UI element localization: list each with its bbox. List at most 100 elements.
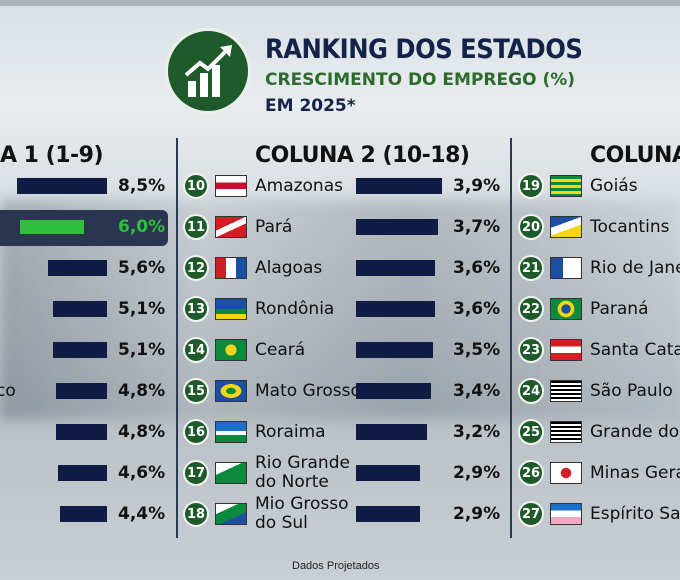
column-2: 10 Amazonas 3,9% 11 Pará 3,7% 12 Alagoas 3,6% 13 R… xyxy=(183,170,503,540)
state-name: Rio de Janei xyxy=(590,258,680,278)
table-row: 25 Grande do S xyxy=(518,416,680,448)
column-divider xyxy=(510,138,512,538)
state-name: Alagoas xyxy=(255,258,323,278)
bar-mark xyxy=(356,342,434,358)
column-divider xyxy=(176,138,178,538)
rank-badge: 12 xyxy=(183,255,209,281)
rondonia-flag-icon xyxy=(215,298,247,320)
state-name: Ceará xyxy=(255,340,306,360)
value-label: 4,8% xyxy=(118,422,166,442)
state-name: Amazonas xyxy=(255,176,343,196)
bar-mark xyxy=(356,465,420,481)
column-1-header: A 1 (1-9) xyxy=(0,143,104,168)
table-row: 16 Roraima 3,2% xyxy=(183,416,503,448)
table-row: 5,1% xyxy=(0,334,172,366)
bar-mark xyxy=(356,301,436,317)
state-name: Goiás xyxy=(590,176,638,196)
mato-grosso-do-sul-flag-icon xyxy=(215,503,247,525)
table-row: 5,1% xyxy=(0,293,172,325)
bar-mark xyxy=(356,219,438,235)
value-label: 3,5% xyxy=(453,340,501,360)
bar-mark xyxy=(356,178,442,194)
state-name: Minas Gerais xyxy=(590,463,680,483)
bar-mark xyxy=(17,178,107,194)
rank-badge: 22 xyxy=(518,296,544,322)
value-label: 6,0% xyxy=(118,217,166,237)
rank-badge: 16 xyxy=(183,419,209,445)
rio-grande-do-sul-flag-icon xyxy=(550,421,582,443)
bar-mark xyxy=(53,301,107,317)
rank-badge: 11 xyxy=(183,214,209,240)
value-label: 8,5% xyxy=(118,176,166,196)
page-title: RANKING DOS ESTADOS xyxy=(265,34,583,65)
table-row: 5,6% xyxy=(0,252,172,284)
state-name: Espírito Sant xyxy=(590,504,680,524)
state-name: Tocantins xyxy=(590,217,670,237)
bar-mark xyxy=(58,465,107,481)
state-name: Roraima xyxy=(255,422,326,442)
rank-badge: 24 xyxy=(518,378,544,404)
state-name: Santa Catari xyxy=(590,340,680,360)
rank-badge: 14 xyxy=(183,337,209,363)
rank-badge: 13 xyxy=(183,296,209,322)
bar-mark xyxy=(356,260,436,276)
value-label: 3,9% xyxy=(453,176,501,196)
state-name: Pará xyxy=(255,217,293,237)
value-label: 5,1% xyxy=(118,340,166,360)
table-row: 20 Tocantins xyxy=(518,211,680,243)
table-row: 14 Ceará 3,5% xyxy=(183,334,503,366)
espirito-santo-flag-icon xyxy=(550,503,582,525)
top-strip xyxy=(0,0,680,6)
sao-paulo-flag-icon xyxy=(550,380,582,402)
para-flag-icon xyxy=(215,216,247,238)
column-3-header: COLUNA 3 xyxy=(590,143,680,168)
table-row: 15 Mato Grosso 3,4% xyxy=(183,375,503,407)
table-row: 17 Rio Grande do Norte 2,9% xyxy=(183,454,503,492)
value-label: 4,4% xyxy=(118,504,166,524)
value-label: 5,6% xyxy=(118,258,166,278)
rank-badge: 15 xyxy=(183,378,209,404)
table-row: 10 Amazonas 3,9% xyxy=(183,170,503,202)
table-row: 21 Rio de Janei xyxy=(518,252,680,284)
goias-flag-icon xyxy=(550,175,582,197)
value-label: 2,9% xyxy=(453,463,501,483)
table-row: 27 Espírito Sant xyxy=(518,498,680,530)
table-row: 18 Mio Grosso do Sul 2,9% xyxy=(183,494,503,533)
rank-badge: 27 xyxy=(518,501,544,527)
state-name: Mio Grosso do Sul xyxy=(255,494,349,533)
parana-flag-icon xyxy=(550,298,582,320)
rank-badge: 23 xyxy=(518,337,544,363)
state-name: Paraná xyxy=(590,299,649,319)
state-name: Grande do S xyxy=(590,422,680,442)
roraima-flag-icon xyxy=(215,421,247,443)
year-label: EM 2025* xyxy=(265,96,356,116)
rank-badge: 20 xyxy=(518,214,544,240)
value-label: 3,7% xyxy=(453,217,501,237)
table-row: 11 Pará 3,7% xyxy=(183,211,503,243)
value-label: 3,6% xyxy=(453,258,501,278)
value-label: 3,6% xyxy=(453,299,501,319)
value-label: 2,9% xyxy=(453,504,501,524)
alagoas-flag-icon xyxy=(215,257,247,279)
bar-mark xyxy=(20,220,84,234)
page-subtitle: CRESCIMENTO DO EMPREGO (%) xyxy=(265,70,576,90)
table-row: 8,5% xyxy=(0,170,172,202)
table-row: 6,0% xyxy=(0,211,172,243)
rank-badge: 10 xyxy=(183,173,209,199)
table-row: 4,6% xyxy=(0,457,172,489)
table-row: 26 Minas Gerais xyxy=(518,457,680,489)
rank-badge: 21 xyxy=(518,255,544,281)
column-3: 19 Goiás 20 Tocantins 21 Rio de Janei 22 Paraná… xyxy=(518,170,680,540)
rank-badge: 19 xyxy=(518,173,544,199)
table-row: 4,8% xyxy=(0,416,172,448)
value-label: 3,2% xyxy=(453,422,501,442)
bar-mark xyxy=(356,383,431,399)
table-row: 22 Paraná xyxy=(518,293,680,325)
rank-badge: 26 xyxy=(518,460,544,486)
bar-mark xyxy=(53,342,107,358)
state-name: co xyxy=(0,381,16,401)
bar-mark xyxy=(56,424,107,440)
bar-mark xyxy=(356,424,427,440)
growth-chart-icon xyxy=(165,28,251,114)
rio-grande-do-norte-flag-icon xyxy=(215,462,247,484)
